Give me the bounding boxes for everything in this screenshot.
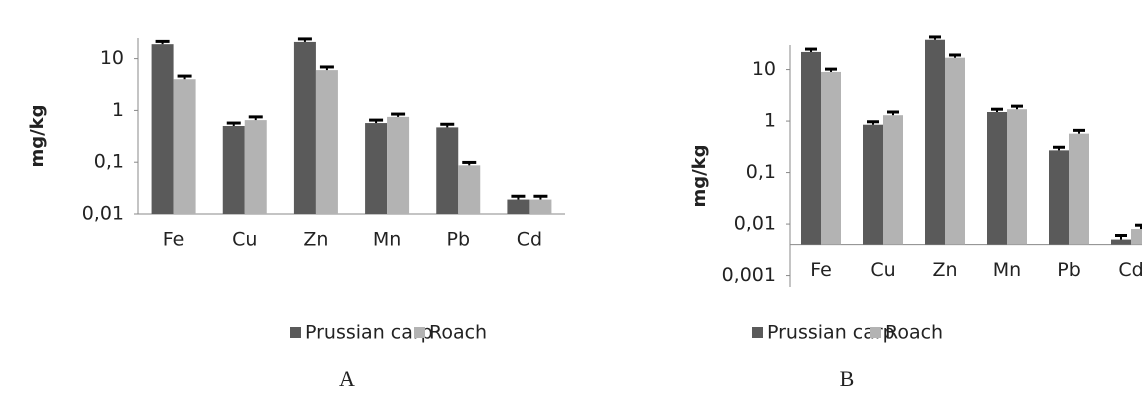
y-tick-label: 1: [112, 99, 124, 121]
x-tick-label: Cd: [1118, 259, 1142, 281]
x-tick-label: Pb: [446, 229, 470, 251]
y-tick-label: 10: [752, 58, 776, 80]
x-tick-label: Fe: [810, 259, 832, 281]
bar: [436, 127, 459, 214]
bar: [801, 51, 821, 245]
y-axis-title: mg/kg: [27, 104, 48, 167]
bar: [151, 44, 174, 215]
bar: [458, 165, 481, 214]
x-tick-label: Cu: [232, 229, 257, 251]
bar: [883, 115, 903, 245]
legend-swatch: [870, 327, 881, 338]
bar: [222, 126, 245, 214]
bar: [1069, 133, 1089, 245]
bar: [1111, 239, 1131, 245]
bar: [925, 39, 945, 245]
legend-swatch: [752, 327, 763, 338]
bar: [1131, 229, 1142, 245]
bar: [173, 79, 196, 214]
x-tick-label: Zn: [932, 259, 957, 281]
bar: [529, 199, 552, 214]
x-tick-label: Pb: [1057, 259, 1081, 281]
y-tick-label: 0,01: [82, 203, 124, 225]
y-tick-label: 0,001: [722, 264, 776, 286]
y-axis-title: mg/kg: [689, 144, 710, 207]
bar: [1049, 150, 1069, 245]
bar: [987, 112, 1007, 245]
y-tick-label: 0,1: [746, 161, 776, 183]
bar: [945, 57, 965, 245]
y-tick-label: 0,1: [94, 151, 124, 173]
legend-label: Prussian carp: [305, 322, 433, 344]
x-tick-label: Zn: [303, 229, 328, 251]
legend-label: Roach: [429, 322, 487, 344]
x-tick-label: Fe: [163, 229, 185, 251]
bar: [315, 70, 338, 214]
bar: [293, 41, 316, 215]
panel-label: A: [339, 366, 355, 391]
y-tick-label: 10: [100, 47, 124, 69]
bar: [365, 123, 388, 214]
x-tick-label: Mn: [993, 259, 1021, 281]
y-tick-label: 1: [764, 110, 776, 132]
panel-label: B: [840, 366, 855, 391]
bar: [1007, 109, 1027, 245]
bar: [507, 199, 530, 214]
bar: [821, 71, 841, 245]
bar: [863, 124, 883, 245]
bar: [244, 120, 267, 214]
legend-swatch: [290, 327, 301, 338]
x-tick-label: Cd: [517, 229, 542, 251]
x-tick-label: Cu: [870, 259, 895, 281]
legend-label: Roach: [885, 322, 943, 344]
y-tick-label: 0,01: [734, 213, 776, 235]
bar: [387, 116, 410, 214]
legend-label: Prussian carp: [767, 322, 895, 344]
x-tick-label: Mn: [373, 229, 401, 251]
legend-swatch: [414, 327, 425, 338]
